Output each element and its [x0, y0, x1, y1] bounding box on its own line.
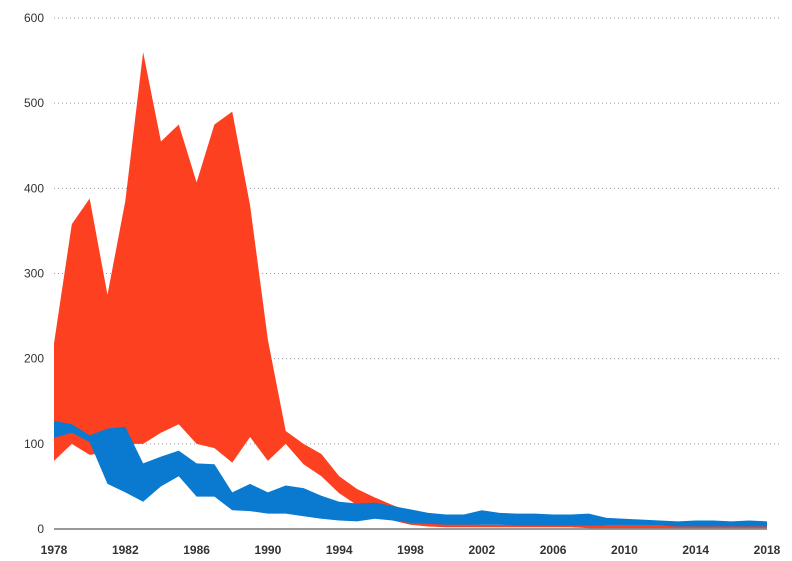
x-tick-label: 2014: [682, 543, 709, 557]
axes: 0 100 200 300 400 500 600 1978 1982 1986 1990 1994 1…: [24, 11, 781, 557]
y-tick-label: 600: [24, 11, 44, 25]
red-band-area: [54, 52, 767, 529]
x-tick-label: 2002: [468, 543, 495, 557]
x-tick-label: 1986: [183, 543, 210, 557]
x-tick-label: 2006: [540, 543, 567, 557]
x-tick-label: 1978: [41, 543, 68, 557]
x-tick-label: 1990: [255, 543, 282, 557]
y-tick-label: 300: [24, 267, 44, 281]
x-tick-label: 1994: [326, 543, 353, 557]
y-tick-label: 400: [24, 181, 44, 195]
blue-band-area: [54, 420, 767, 527]
x-tick-label: 2010: [611, 543, 638, 557]
x-tick-label: 2018: [754, 543, 781, 557]
y-tick-label: 100: [24, 437, 44, 451]
x-tick-label: 1998: [397, 543, 424, 557]
y-tick-label: 500: [24, 96, 44, 110]
y-tick-label: 200: [24, 352, 44, 366]
x-tick-label: 1982: [112, 543, 139, 557]
y-tick-label: 0: [37, 522, 44, 536]
area-series: [54, 52, 767, 529]
